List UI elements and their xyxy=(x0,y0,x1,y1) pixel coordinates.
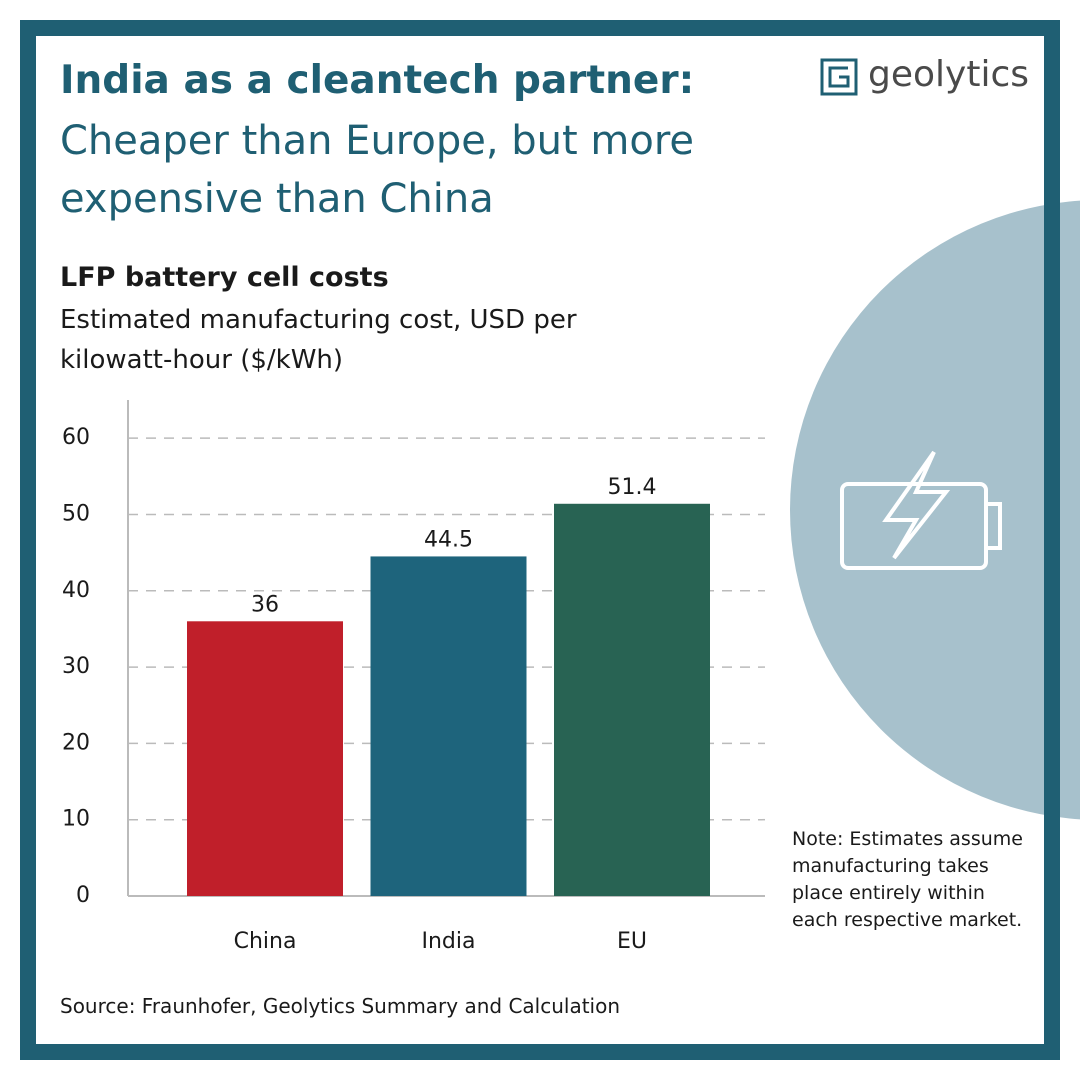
y-tick-label: 10 xyxy=(62,807,90,832)
value-label: 36 xyxy=(251,592,279,617)
value-label: 51.4 xyxy=(608,475,657,500)
y-tick-label: 60 xyxy=(62,425,90,450)
source: Source: Fraunhofer, Geolytics Summary an… xyxy=(60,994,621,1018)
y-tick-label: 0 xyxy=(76,883,90,908)
x-tick-label: China xyxy=(234,929,297,954)
y-tick-label: 50 xyxy=(62,501,90,526)
chart-title: LFP battery cell costs xyxy=(60,262,389,293)
logo-icon xyxy=(820,58,858,96)
bar xyxy=(554,503,710,896)
x-tick-label: India xyxy=(422,929,476,954)
battery-icon xyxy=(840,450,1002,570)
headline: India as a cleantech partner: xyxy=(60,58,695,103)
brand: geolytics xyxy=(868,54,1029,95)
bar xyxy=(370,556,527,896)
subheadline: Cheaper than Europe, but more expensive … xyxy=(60,118,695,222)
y-tick-label: 40 xyxy=(62,578,90,603)
decor-circle xyxy=(790,200,1080,820)
chart-subtitle: Estimated manufacturing cost, USD per ki… xyxy=(60,305,577,375)
y-tick-label: 20 xyxy=(62,730,90,755)
value-label: 44.5 xyxy=(424,527,473,552)
note: Note: Estimates assume manufacturing tak… xyxy=(792,828,1023,931)
x-tick-label: EU xyxy=(617,929,647,954)
bar xyxy=(187,621,343,896)
frame xyxy=(20,20,1060,1060)
y-tick-label: 30 xyxy=(62,654,90,679)
